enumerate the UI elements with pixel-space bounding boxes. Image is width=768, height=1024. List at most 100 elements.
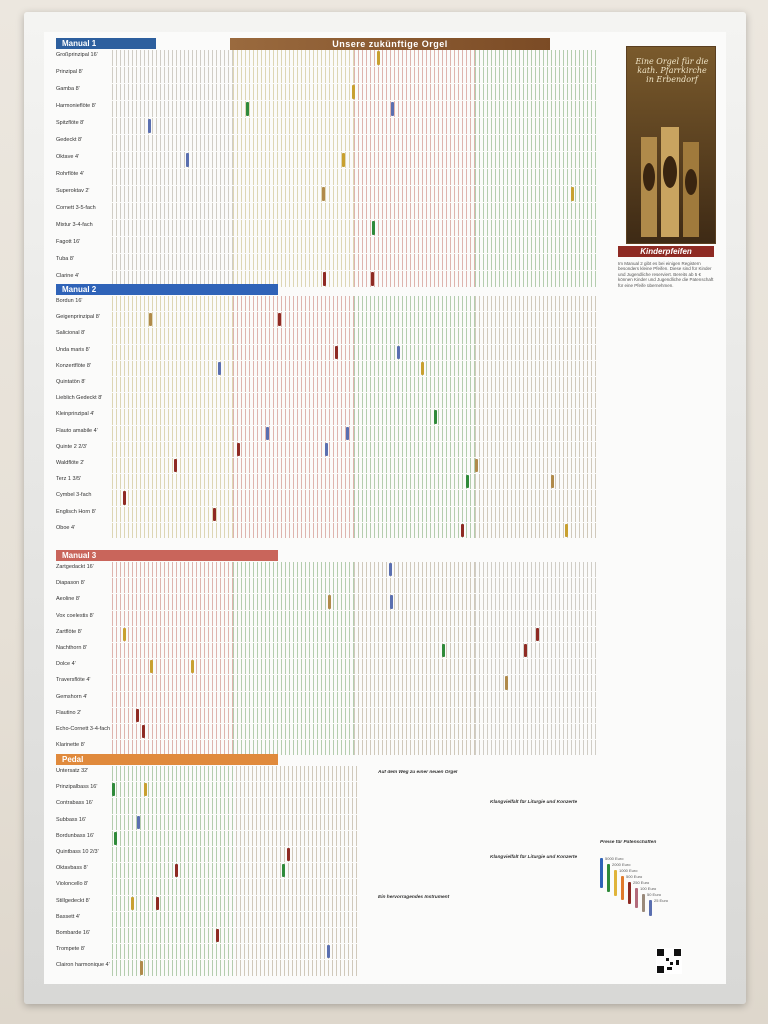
stop-label: Oktavbass 8' [56,865,88,872]
pipe-row [112,707,596,723]
pipe-segment [475,393,596,409]
sponsored-pipe [140,961,143,975]
stop-label: Oktave 4' [56,154,80,160]
stop-label: Cornett 3-5-fach [56,205,96,211]
pipe-segment [112,101,233,117]
price-label: 500 Euro [626,874,643,879]
pipe-segment [233,135,354,151]
pipe-segment [112,562,233,578]
text-subheading-1: Ein hervorragendes Instrument [378,895,450,901]
pipe-row [112,101,596,117]
stop-label: Aeoline 8' [56,596,80,603]
pipe-segment [233,393,354,409]
text-heading-2: Klangvielfalt für Liturgie und Konzerte [490,800,578,805]
price-label: 50 Euro [647,892,662,897]
pipe-segment [354,377,475,393]
pipe-segment [236,895,360,911]
price-label: 5000 Euro [605,856,624,861]
pipe-segment [354,691,475,707]
pipe-segment [112,458,233,474]
pipe-segment [233,152,354,168]
pipe-segment [236,928,360,944]
sponsored-pipe [442,644,445,658]
sponsored-pipe [389,563,392,577]
stop-label: Unda maris 8' [56,346,90,353]
manual-heading: Manual 1 [56,38,156,49]
sponsored-pipe [114,831,117,845]
pipe-row [112,203,596,219]
stop-label: Quintatön 8' [56,379,86,385]
pipe-segment [233,643,354,659]
sponsored-pipe [266,426,269,440]
pipe-segment [354,562,475,578]
price-label: 250 Euro [633,880,650,885]
pipe-segment [233,578,354,594]
pipe-row [112,562,596,578]
pipe-segment [233,441,354,457]
pipe-segment [233,740,354,756]
pipe-segment [112,594,233,610]
pipe-segment [475,506,596,522]
pipe-segment [112,360,233,376]
text-heading-1: Auf dem Weg zu einer neuen Orgel [378,770,458,775]
pipe-segment [112,203,233,219]
brochure-image: Eine Orgel für die kath. Pfarrkirche in … [626,46,716,244]
stop-label: Großprinzipal 16' [56,52,98,58]
pipe-segment [354,594,475,610]
pipe-segment [236,863,360,879]
pipe-segment [236,782,360,798]
sponsored-pipe [571,187,574,201]
pipe-row [112,237,596,253]
pipe-segment [354,203,475,219]
pipe-row [112,67,596,83]
pipe-segment [233,675,354,691]
pipe-row [112,186,596,202]
pipe-segment [475,409,596,425]
pipe-segment [112,960,236,976]
pipe-segment [112,610,233,626]
brochure-title: Eine Orgel für die kath. Pfarrkirche in … [635,57,709,84]
pipe-segment [475,691,596,707]
pipe-segment [475,296,596,312]
pipe-segment [233,360,354,376]
sponsored-pipe [237,442,240,456]
pipe-segment [233,296,354,312]
pipe-segment [354,254,475,270]
pipe-segment [112,724,233,740]
pipe-segment [475,118,596,134]
pipe-segment [112,879,236,895]
pipe-row [112,254,596,270]
pipe-segment [112,895,236,911]
sponsored-pipe [246,102,249,116]
pipe-segment [112,344,233,360]
pipe-segment [112,84,233,100]
stop-label: Klarinette 8' [56,742,85,749]
pipe-segment [475,490,596,506]
stop-label: Stillgedeckt 8' [56,897,90,904]
manual-heading: Manual 3 [56,550,278,561]
pipe-segment [233,490,354,506]
stop-label: Terz 1 3/5' [56,476,82,483]
price-swatch [635,888,638,908]
pipe-segment [475,169,596,185]
pipe-segment [233,458,354,474]
pipe-segment [112,220,233,236]
pipe-segment [112,441,233,457]
sponsored-pipe [186,153,189,167]
pipe-row [112,675,596,691]
sponsored-pipe [191,660,194,674]
pipe-segment [233,724,354,740]
pipe-row [112,458,596,474]
pipe-segment [354,643,475,659]
pipe-segment [112,237,233,253]
pipe-segment [112,847,236,863]
pipe-segment [475,152,596,168]
sponsored-pipe [142,725,145,739]
sponsored-pipe [461,523,464,537]
pipe-segment [236,847,360,863]
sponsored-pipe [150,660,153,674]
pipe-row [112,895,360,911]
pipe-segment [112,50,233,66]
stop-label: Bassett 4' [56,913,80,920]
sponsored-pipe [397,345,400,359]
